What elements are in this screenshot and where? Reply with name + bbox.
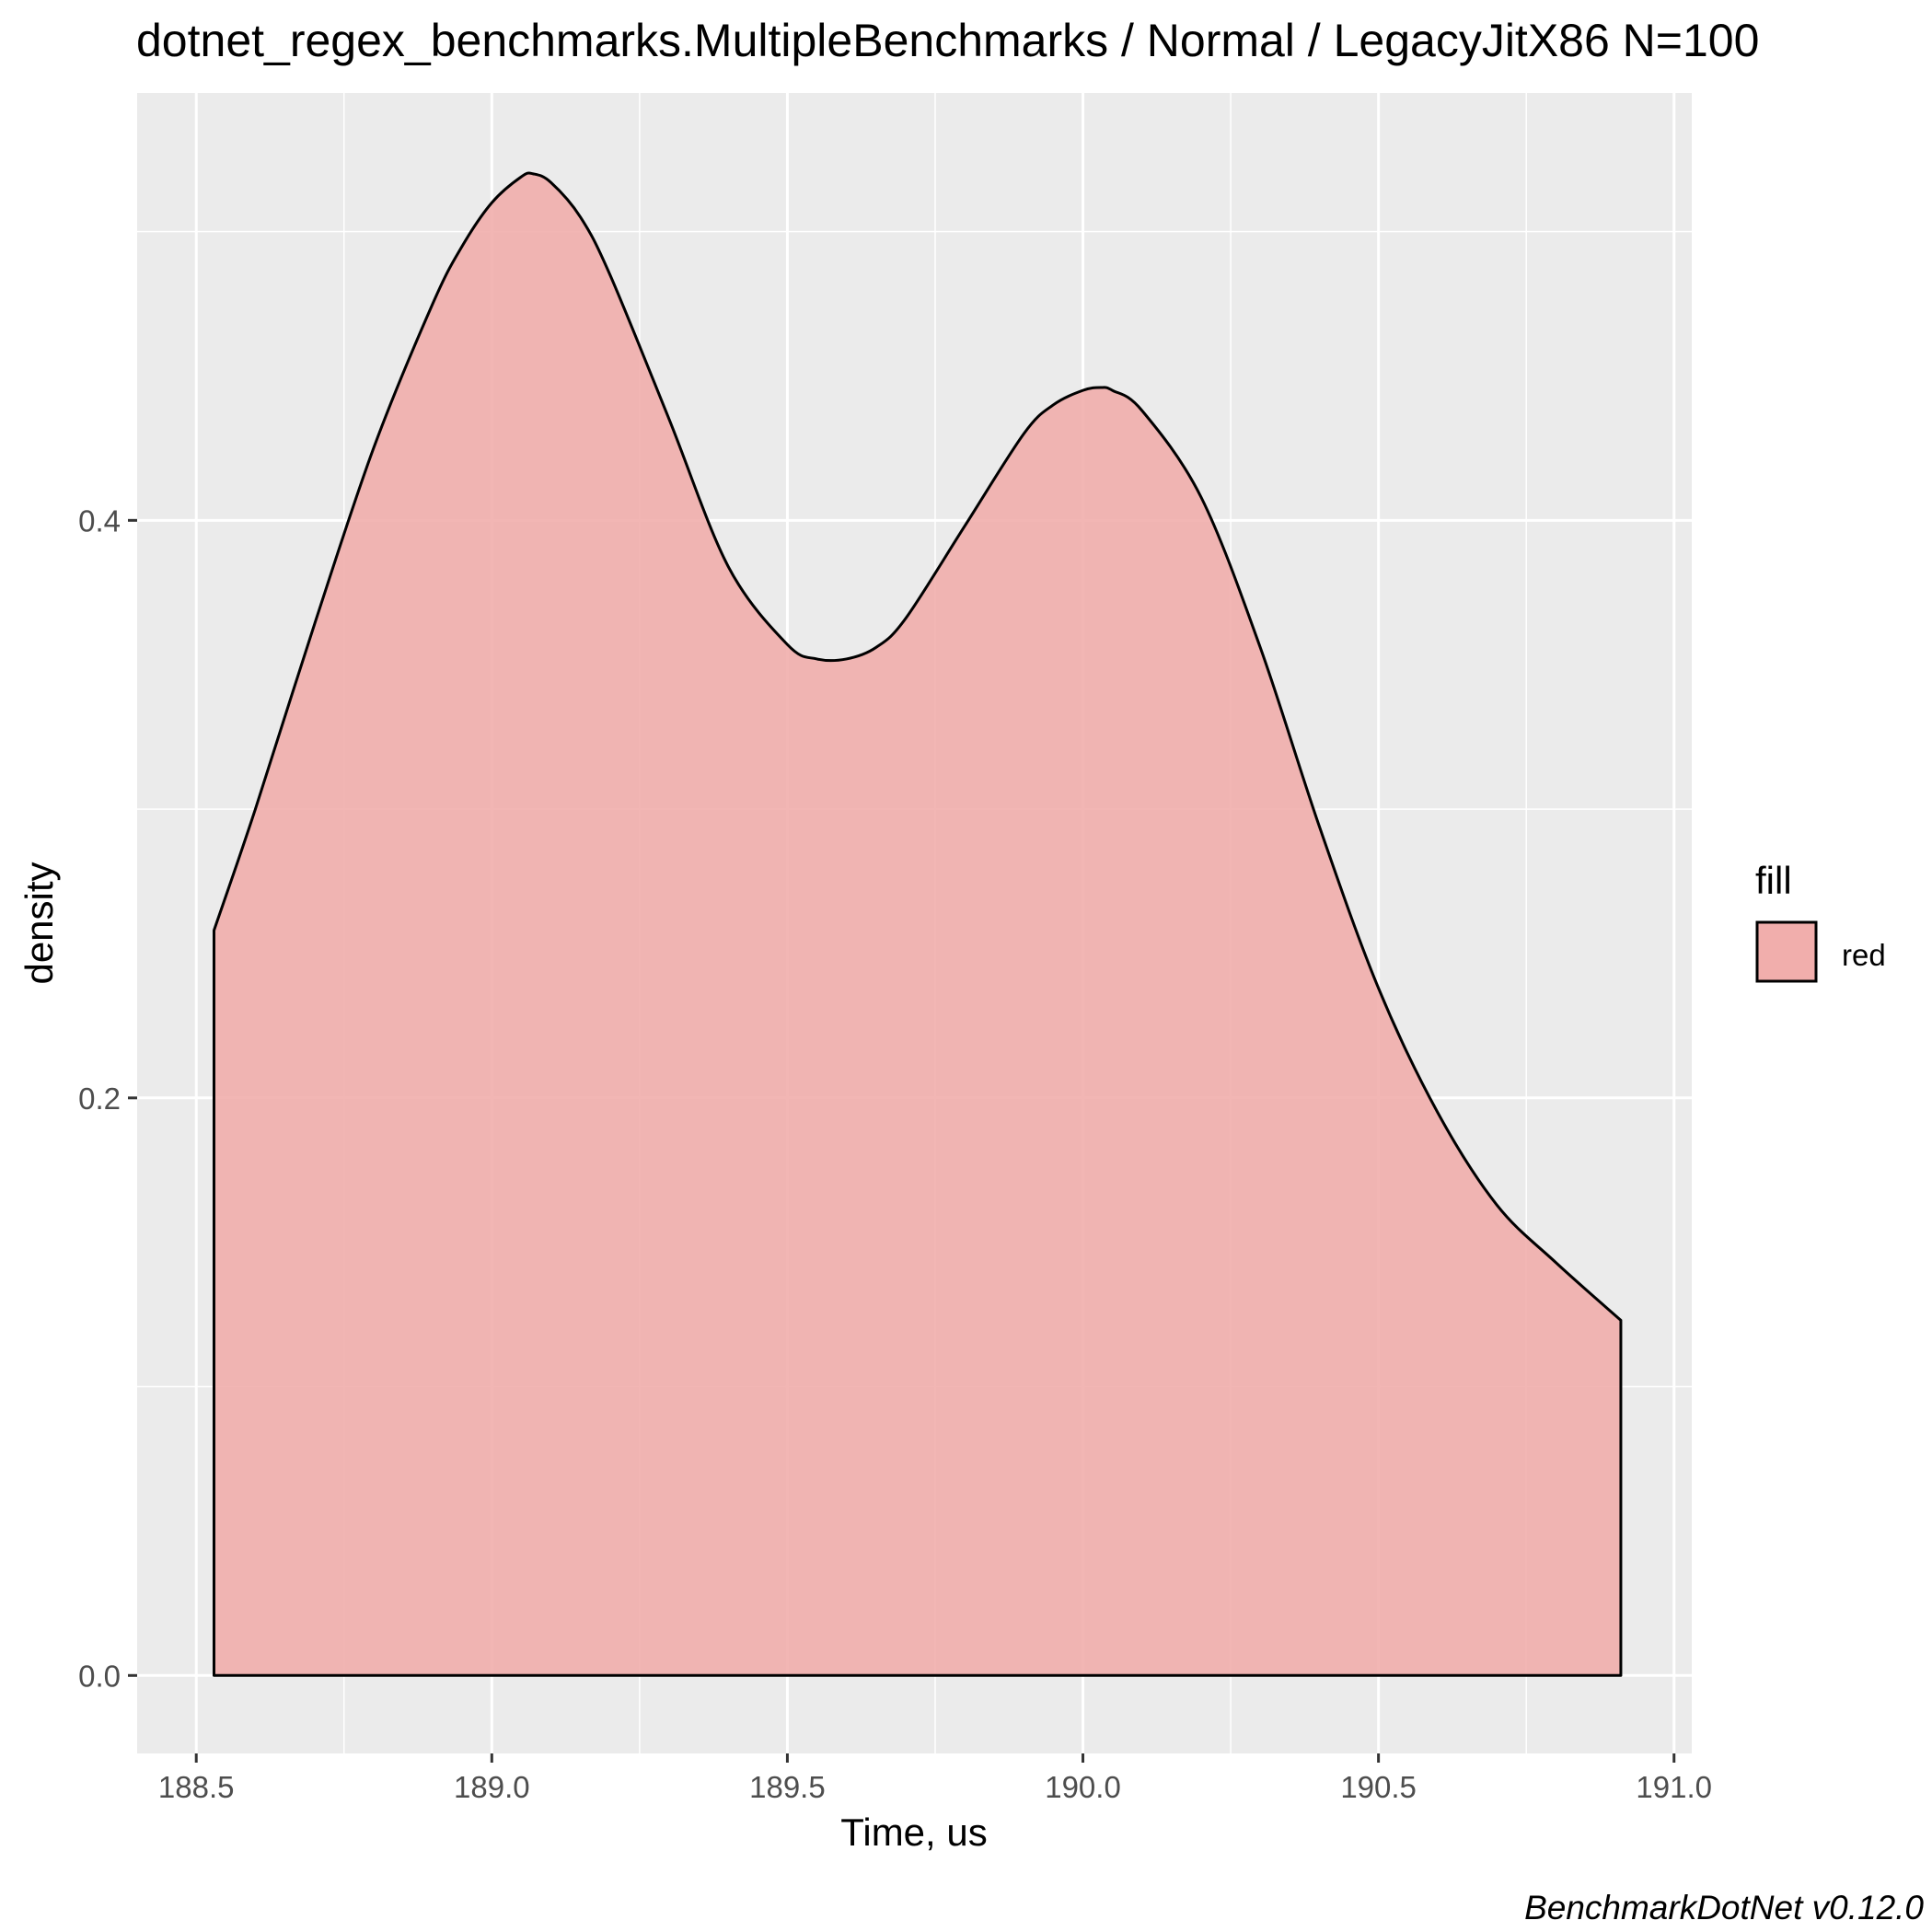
chart-title: dotnet_regex_benchmarks.MultipleBenchmar… — [136, 15, 1759, 66]
x-tick-label: 191.0 — [1636, 1770, 1712, 1804]
x-axis: 188.5 189.0 189.5 190.0 190.5 191.0 — [158, 1753, 1712, 1804]
x-tick-label: 189.5 — [749, 1770, 826, 1804]
y-axis: 0.0 0.2 0.4 — [78, 503, 137, 1693]
y-tick-label: 0.4 — [78, 503, 121, 538]
x-axis-label: Time, us — [840, 1811, 987, 1854]
x-tick-label: 189.0 — [454, 1770, 530, 1804]
x-tick-label: 188.5 — [158, 1770, 235, 1804]
x-tick-label: 190.0 — [1045, 1770, 1121, 1804]
density-area — [212, 171, 1623, 1677]
legend-key-swatch — [1755, 920, 1818, 983]
y-tick-label: 0.0 — [78, 1659, 121, 1693]
y-tick-label: 0.2 — [78, 1082, 121, 1116]
x-tick-label: 190.5 — [1340, 1770, 1417, 1804]
legend-label: red — [1842, 938, 1886, 972]
caption: BenchmarkDotNet v0.12.0 — [1524, 1889, 1924, 1926]
legend-title: fill — [1755, 859, 1792, 902]
legend: fill red — [1755, 859, 1886, 983]
y-axis-label: density — [17, 862, 61, 984]
